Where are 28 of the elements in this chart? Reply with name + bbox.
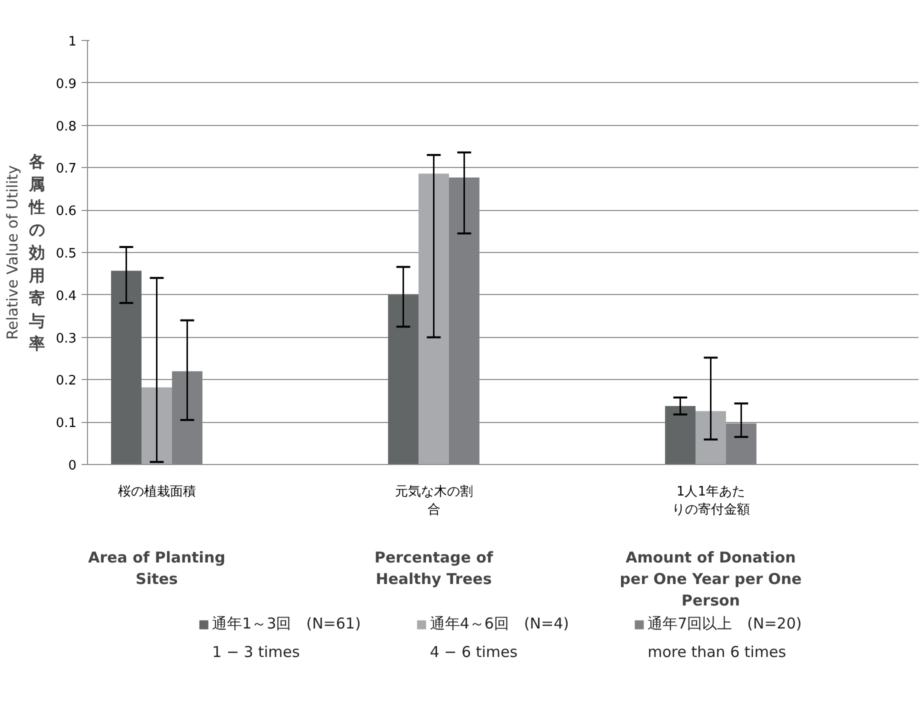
y-tick-label: 0 <box>68 458 77 474</box>
y-tick-label: 0.5 <box>56 246 77 262</box>
bar <box>696 411 726 464</box>
text: Percentage of Healthy Trees <box>374 548 494 588</box>
y-tick-label: 0.6 <box>56 204 77 220</box>
y-tick-label: 1 <box>68 34 77 50</box>
x-tick-label: 1人1年あたりの寄付金額 <box>672 484 750 518</box>
y-axis-title: Relative Value of Utility <box>4 165 22 340</box>
bar <box>418 174 449 464</box>
y-tick-label: 0.7 <box>56 162 77 177</box>
y-tick-label: 0.8 <box>56 119 77 134</box>
legend-label: 通年1～3回 (N=61) 1 − 3 times <box>212 614 361 662</box>
x-tick-label: 元気な木の割合 <box>394 484 473 518</box>
text: 各属性の効用寄与率 <box>28 152 45 354</box>
y-tick-label: 0.3 <box>56 331 77 346</box>
text: Area of Planting Sites <box>88 548 226 588</box>
y-tick-label: 0.9 <box>56 76 77 92</box>
bar <box>388 294 419 464</box>
text: Amount of Donation per One Year per One Person <box>620 548 802 610</box>
bar <box>665 406 696 464</box>
bar <box>111 270 142 464</box>
x-tick-label: 桜の植栽面積 <box>118 484 196 500</box>
legend-label: 通年7回以上 (N=20) more than 6 times <box>648 614 802 662</box>
bar <box>142 387 172 464</box>
y-tick-label: 0.4 <box>56 288 77 304</box>
y-tick-label: 0.1 <box>56 416 77 432</box>
y-tick-label: 0.2 <box>56 374 77 389</box>
legend-label: 通年4～6回 (N=4) 4 − 6 times <box>430 614 569 662</box>
